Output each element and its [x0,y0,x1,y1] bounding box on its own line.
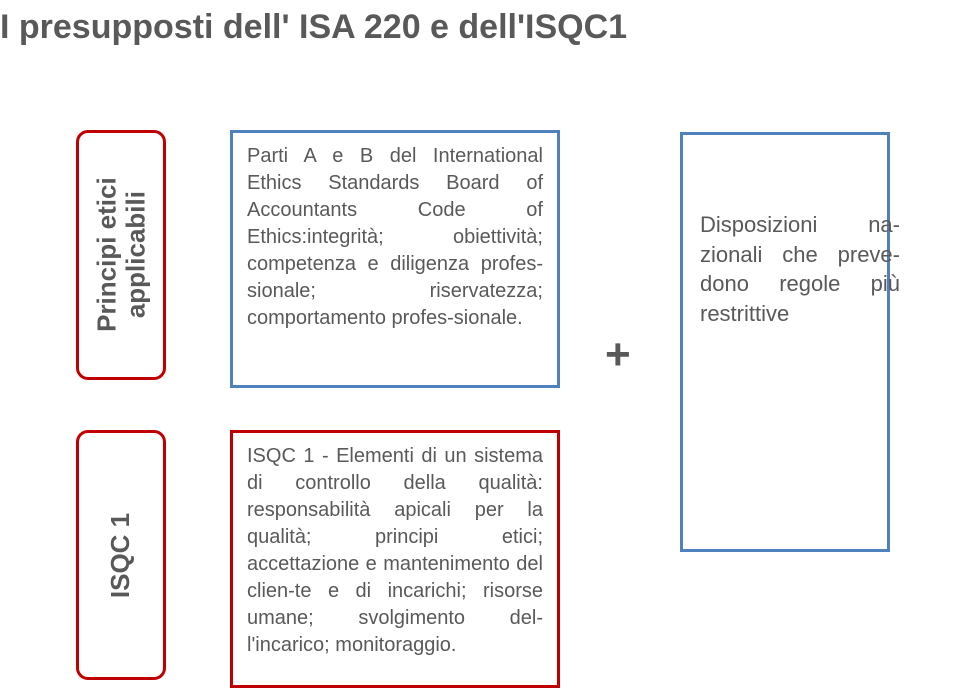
left-box-isqc1: ISQC 1 [76,430,166,680]
page-title: I presupposti dell' ISA 220 e dell'ISQC1 [0,8,627,47]
principi-line2: applicabili [120,191,150,318]
left-box-isqc1-label: ISQC 1 [106,512,137,597]
left-box-principi-label: Principi etici applicabili [92,178,149,333]
right-box-text: Disposizioni na-zionali che preve-dono r… [700,210,900,329]
left-box-principi: Principi etici applicabili [76,130,166,380]
principi-line1: Principi etici [91,178,121,333]
right-box-frame [680,132,890,552]
mid-box-ethics: Parti A e B del International Ethics Sta… [230,130,560,388]
plus-symbol: + [605,330,631,380]
mid-box-isqc-elements: ISQC 1 - Elementi di un sistema di contr… [230,430,560,688]
